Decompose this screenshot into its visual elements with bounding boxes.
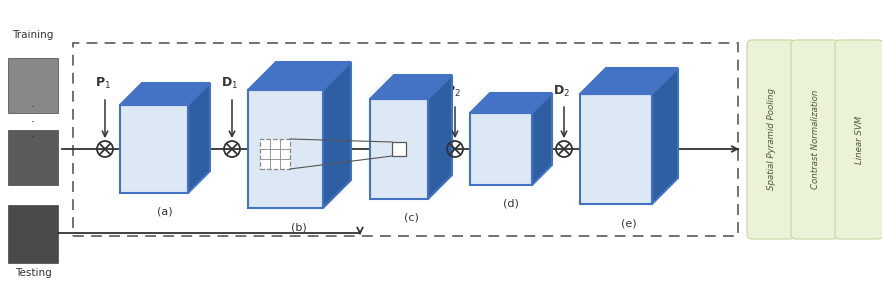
Polygon shape [248, 62, 351, 90]
Bar [8, 205, 58, 263]
FancyBboxPatch shape [835, 40, 882, 239]
FancyBboxPatch shape [747, 40, 795, 239]
Text: $\mathbf{P}_1$: $\mathbf{P}_1$ [95, 76, 111, 91]
Polygon shape [248, 90, 323, 208]
Polygon shape [580, 68, 678, 94]
Polygon shape [580, 94, 652, 204]
Text: Testing: Testing [15, 268, 51, 278]
Polygon shape [428, 75, 452, 199]
Text: ·
·
·: · · · [31, 102, 35, 145]
Polygon shape [120, 83, 210, 105]
Text: $\mathbf{P}_2$: $\mathbf{P}_2$ [445, 84, 461, 99]
Bar [8, 130, 58, 185]
Text: $\mathbf{D}_2$: $\mathbf{D}_2$ [553, 84, 571, 99]
Polygon shape [470, 113, 532, 185]
Bar [8, 58, 58, 113]
Text: Linear SVM: Linear SVM [855, 115, 863, 164]
Polygon shape [470, 93, 552, 113]
Text: (d): (d) [503, 199, 519, 209]
Bar [73, 43, 738, 236]
Polygon shape [120, 105, 188, 193]
Bar [392, 142, 406, 156]
Text: Training: Training [12, 30, 54, 40]
Polygon shape [370, 99, 428, 199]
FancyBboxPatch shape [791, 40, 839, 239]
Bar [260, 139, 290, 169]
Polygon shape [370, 75, 452, 99]
Polygon shape [323, 62, 351, 208]
Text: Contrast Normalization: Contrast Normalization [811, 90, 819, 189]
Text: (e): (e) [621, 218, 637, 228]
Text: $\mathbf{D}_1$: $\mathbf{D}_1$ [221, 76, 239, 91]
Polygon shape [188, 83, 210, 193]
Text: Spatial Pyramid Pooling: Spatial Pyramid Pooling [766, 89, 775, 190]
Text: (b): (b) [291, 222, 307, 232]
Text: (c): (c) [404, 213, 418, 223]
Polygon shape [532, 93, 552, 185]
Text: (a): (a) [157, 207, 173, 217]
Polygon shape [652, 68, 678, 204]
